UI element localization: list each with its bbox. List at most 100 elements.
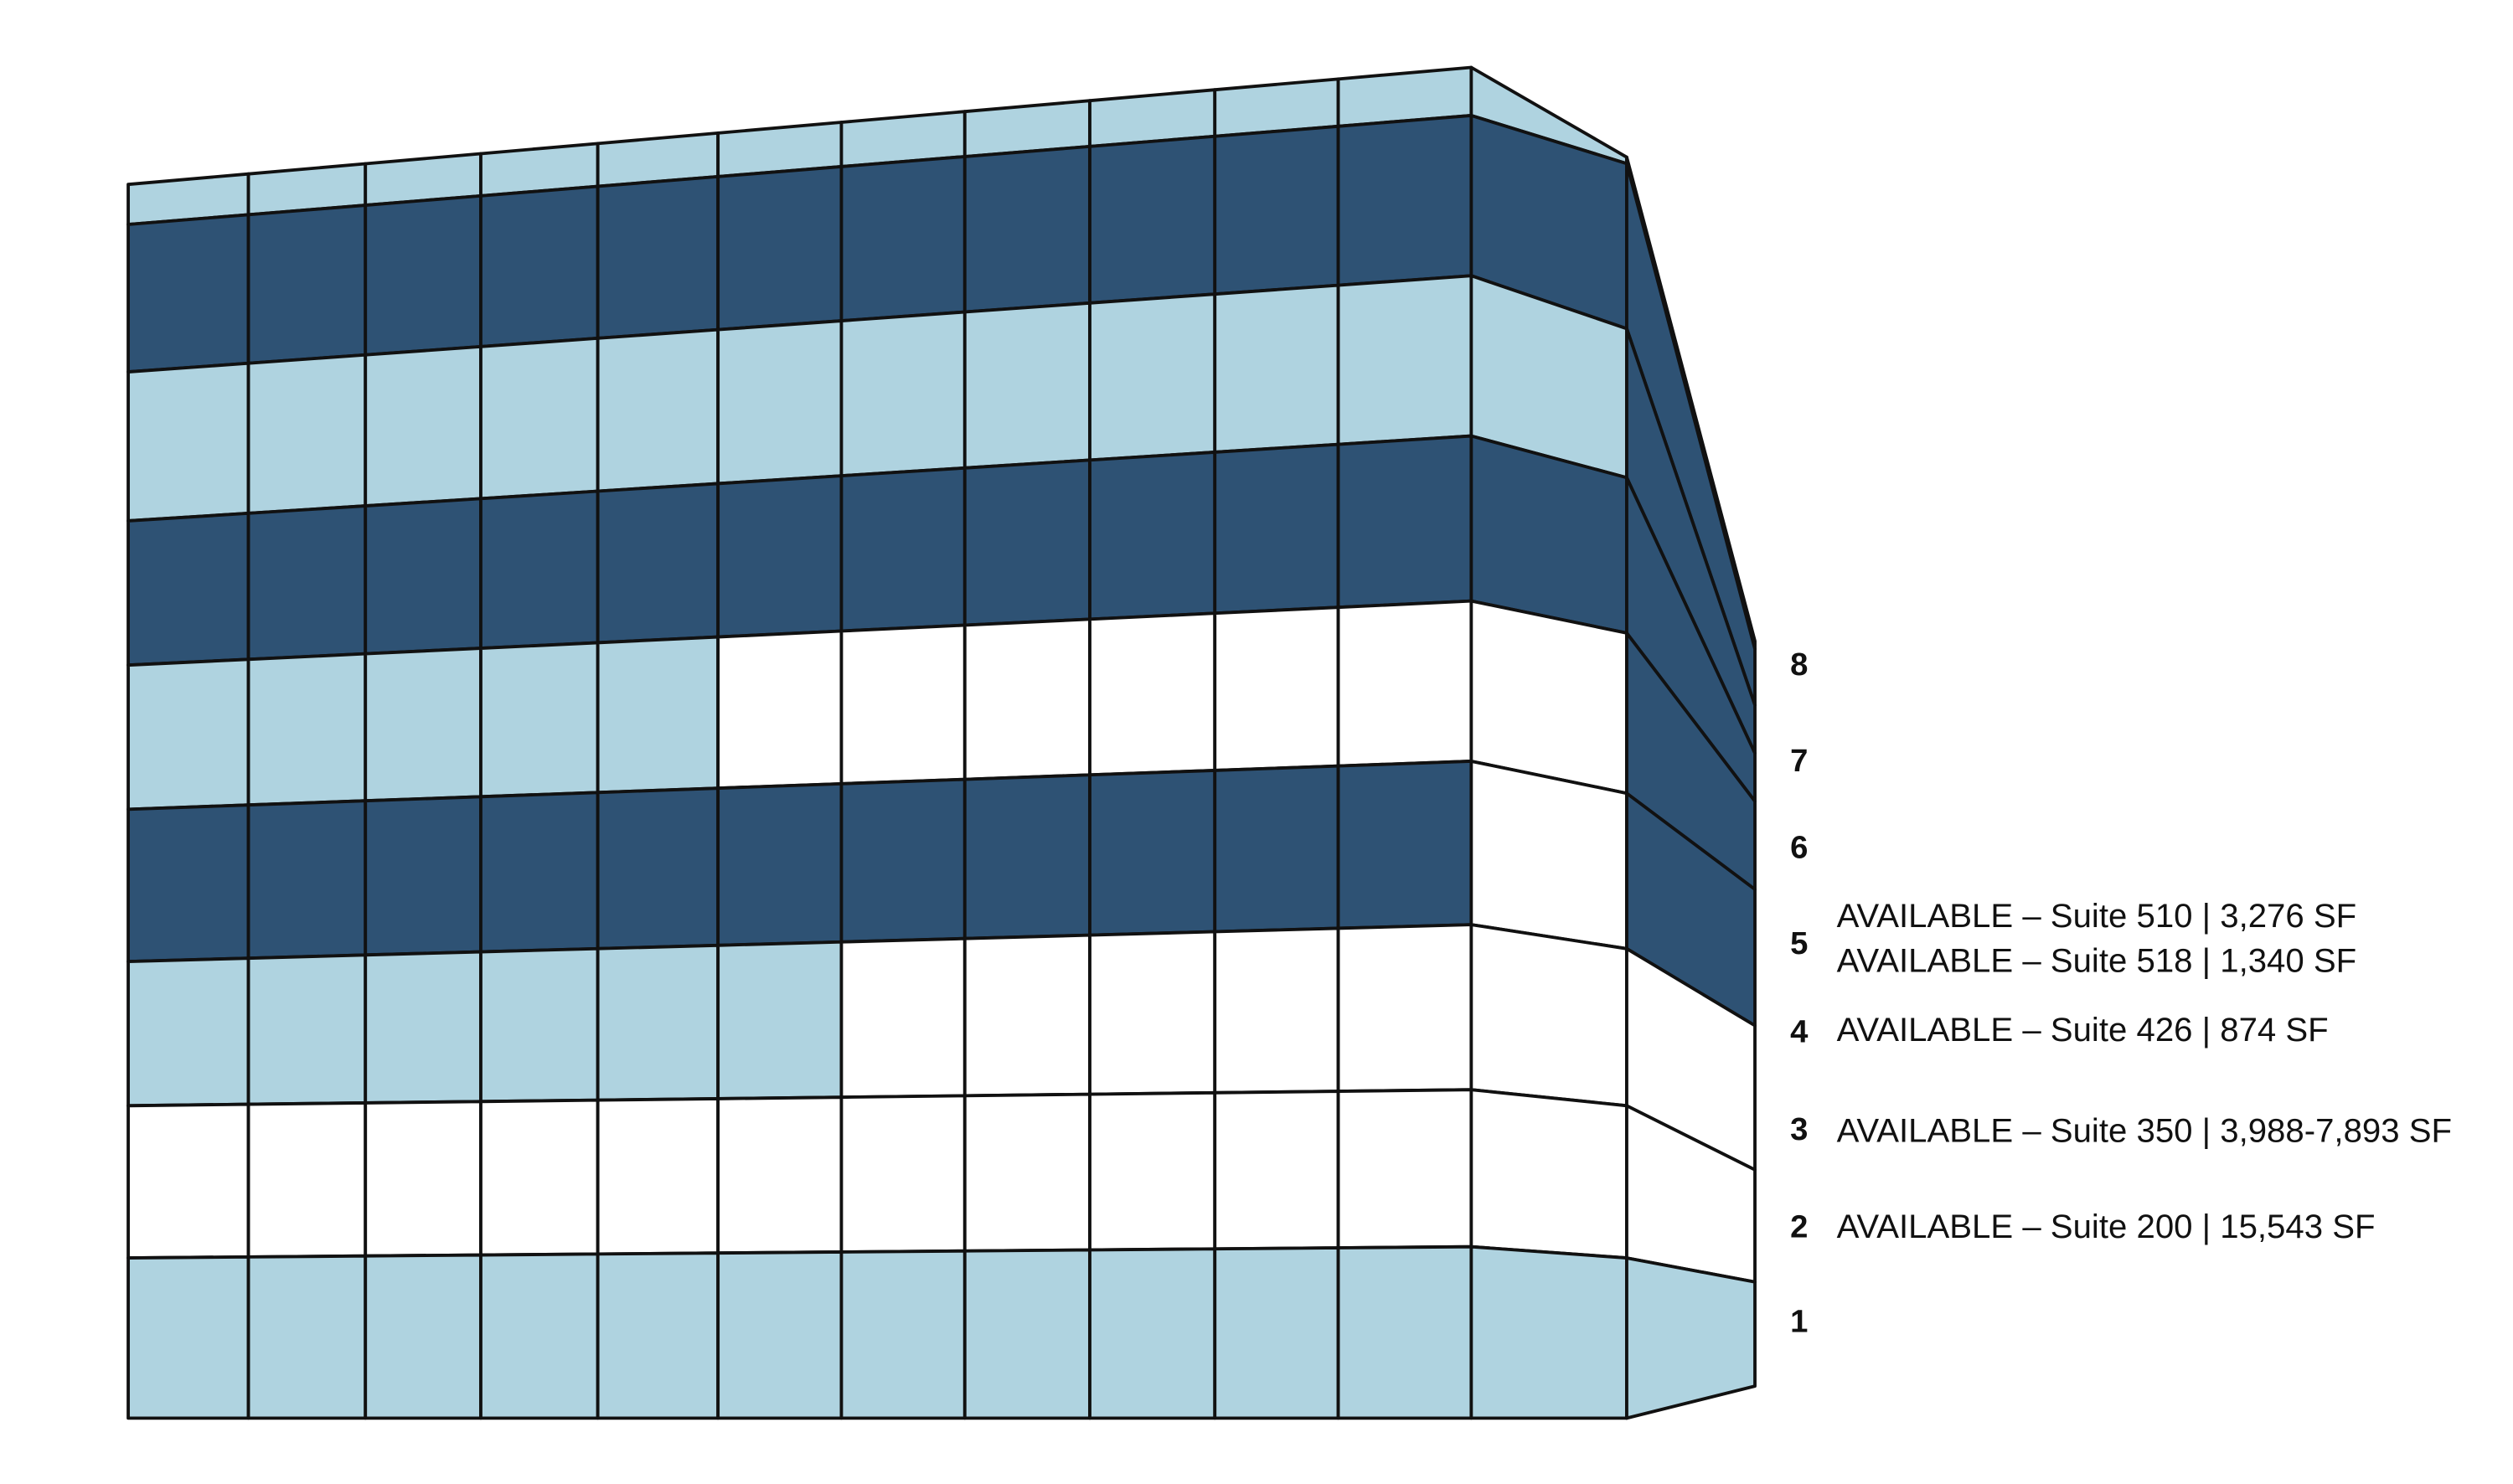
facade-panel [1088,134,1217,305]
facade-panel [962,617,1091,781]
facade-panel [1469,760,1628,951]
facade-panel [839,623,967,786]
facade-panel [1469,1088,1628,1260]
facade-panel [962,1248,1091,1420]
facade-panel [126,803,250,964]
facade-panel [716,165,844,332]
facade-panel [479,641,600,799]
facade-panel [962,301,1091,470]
facade-panel [364,193,482,357]
facade-panel [1213,442,1340,616]
facade-panel [364,950,482,1105]
listing: AVAILABLE – Suite 518 | 1,340 SF [1837,942,2357,980]
facade-panel [246,1254,368,1420]
listings: AVAILABLE – Suite 510 | 3,276 SF AVAILAB… [1837,897,2452,1245]
facade-panel [962,144,1091,314]
facade-panel [364,497,482,656]
listing: AVAILABLE – Suite 426 | 874 SF [1837,1011,2329,1049]
floor-labels: 8 7 6 5 4 3 2 1 [1790,647,1809,1339]
facade-panel [246,1101,368,1259]
facade-panel [962,773,1091,940]
facade-panel [1088,930,1217,1096]
facade-panel [1469,923,1628,1108]
facade-panel [1336,1088,1473,1250]
facade-panel [1336,274,1473,446]
facade-panel [364,795,482,957]
facade-panel [1213,1090,1340,1251]
facade-panel [962,933,1091,1098]
facade-panel [596,1096,720,1256]
facade-panel [596,786,720,951]
facade-panel [1088,1090,1217,1252]
facade-panel [596,174,720,340]
building [126,65,1757,1420]
facade-panel [839,466,967,633]
floor-number: 7 [1790,743,1808,779]
floor-number: 1 [1790,1304,1808,1340]
facade-panel [1088,451,1217,621]
facade-panel [1469,1244,1628,1420]
facade-panel [126,657,250,812]
facade-panel [479,184,600,348]
facade-panel [479,336,600,501]
facade-panel [839,1094,967,1254]
facade-panel [1213,764,1340,934]
facade-panel [596,482,720,645]
facade-panel [716,1095,844,1255]
facade-panel [1088,1247,1217,1420]
facade-panel [364,344,482,508]
facade-panel [364,1100,482,1258]
facade-panel [716,319,844,486]
floor-number: 3 [1790,1111,1808,1147]
facade-panel [716,781,844,947]
facade-panel [596,1251,720,1420]
facade-panel [839,310,967,478]
facade-panel [1213,124,1340,296]
listing: AVAILABLE – Suite 350 | 3,988-7,893 SF [1837,1111,2452,1149]
facade-panel [479,946,600,1104]
facade-panel [1088,769,1217,937]
facade-panel [1213,605,1340,772]
facade-panel [246,953,368,1106]
facade-panel [126,213,250,374]
facade-panel [1213,283,1340,454]
facade-panel [126,511,250,667]
facade-panel [962,458,1091,627]
facade-panel [246,204,368,365]
facade-panel [246,504,368,662]
floor-number: 6 [1790,829,1808,865]
facade-panel [1336,1244,1473,1420]
facade-panel [596,327,720,493]
floor-number: 2 [1790,1209,1808,1245]
facade-panel [1213,1246,1340,1420]
floor-number: 8 [1790,647,1808,683]
floor-number: 4 [1790,1013,1809,1049]
listing: AVAILABLE – Suite 510 | 3,276 SF [1837,897,2357,935]
facade-panel [479,489,600,650]
facade-panel [364,1253,482,1420]
facade-panel [364,647,482,803]
facade-panel [839,1249,967,1420]
facade-panel [716,1250,844,1420]
floor-number: 5 [1790,925,1808,961]
facade-panel [246,353,368,515]
facade-panel [1088,292,1217,462]
facade-panel [1213,926,1340,1095]
facade-panel [1088,611,1217,777]
facade-panel [1625,1256,1757,1420]
facade-panel [479,1252,600,1420]
facade-panel [716,629,844,791]
facade-panel [479,791,600,954]
facade-panel [1336,114,1473,287]
facade-panel [126,361,250,523]
facade-panel [246,799,368,961]
facade-panel [1336,923,1473,1093]
facade-panel [246,652,368,807]
facade-panel [1336,760,1473,930]
facade-panel [962,1092,1091,1253]
facade-panel [1336,599,1473,768]
facade-panel [479,1098,600,1257]
facade-panel [126,1255,250,1420]
